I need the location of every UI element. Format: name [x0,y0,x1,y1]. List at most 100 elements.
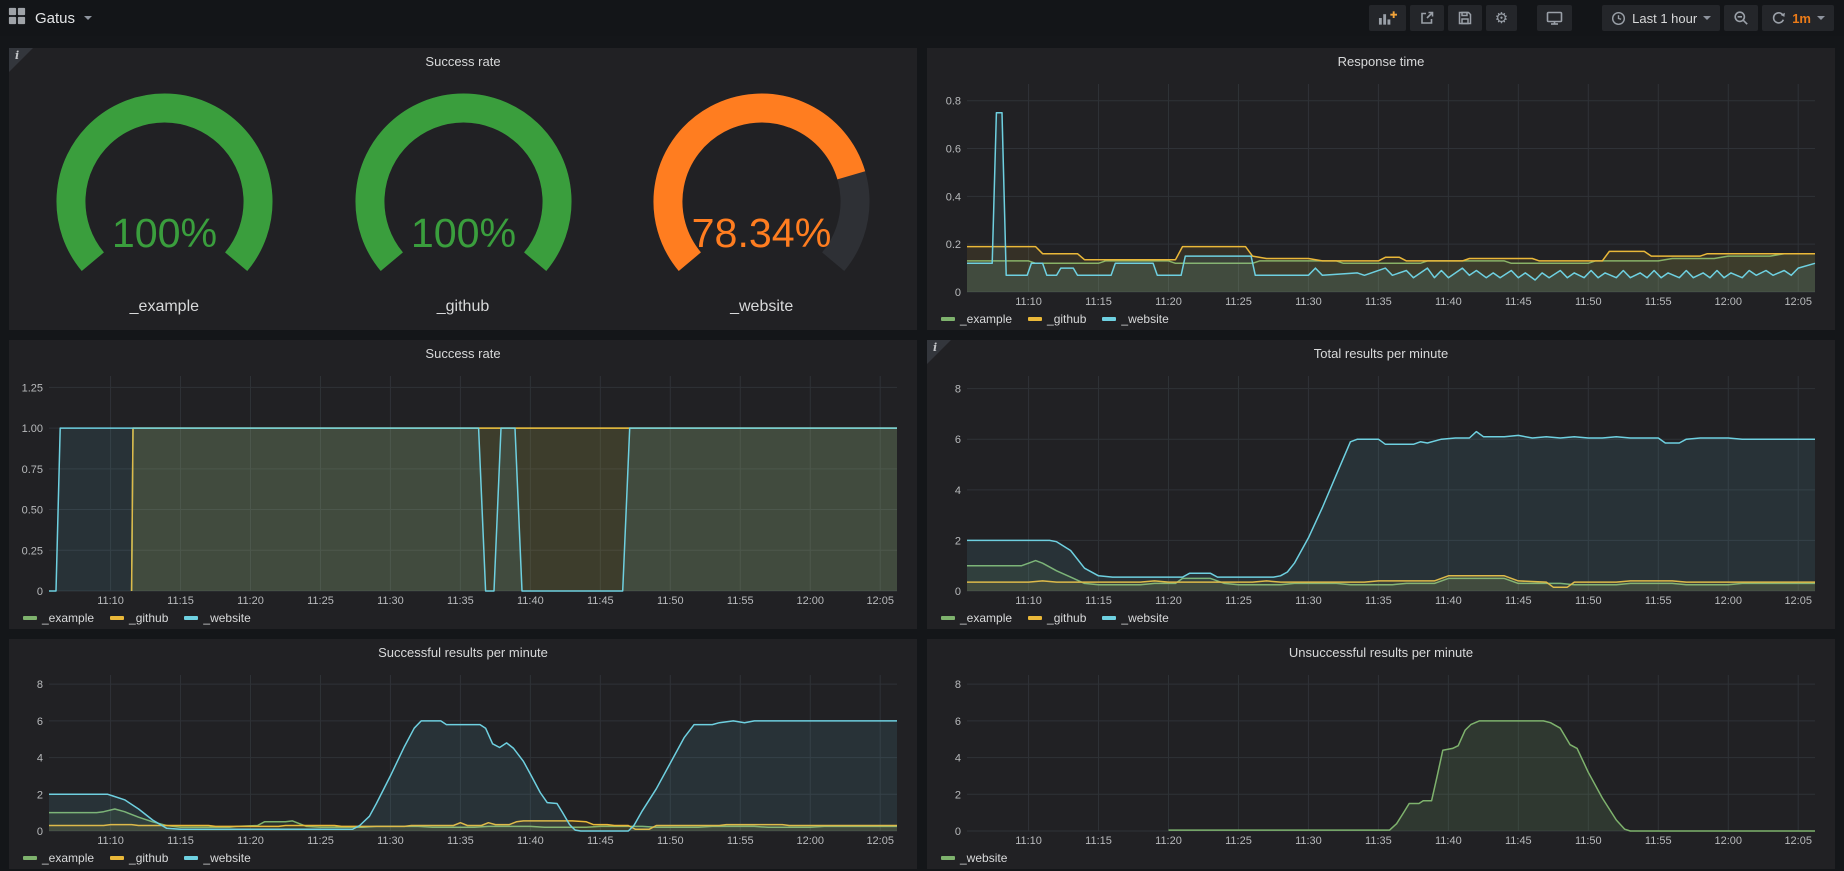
legend-item-_github[interactable]: _github [1028,611,1086,625]
y-tick-label: 8 [37,679,43,691]
x-tick-label: 11:40 [1435,835,1462,847]
x-tick-label: 11:50 [1575,595,1602,607]
add-panel-button[interactable] [1368,5,1406,31]
panel-title[interactable]: Successful results per minute [378,645,548,660]
legend-item-_website[interactable]: _website [1102,312,1169,326]
x-tick-label: 11:50 [657,835,684,847]
x-tick-label: 12:05 [1784,835,1812,847]
dashboard-settings-button[interactable]: ⚙ [1485,5,1518,31]
legend-item-_github[interactable]: _github [110,611,168,625]
save-dashboard-button[interactable] [1447,5,1482,31]
y-tick-label: 0 [955,826,961,838]
chart-canvas: 11:10 11:15 11:20 11:25 11:30 11:35 11:40 11:45… [22,376,898,607]
x-tick-label: 11:15 [1085,595,1112,607]
y-tick-label: 4 [37,753,43,765]
x-tick-label: 11:45 [587,595,614,607]
x-tick-label: 11:30 [1295,296,1322,308]
y-tick-label: 8 [955,679,961,691]
series-line-_github [967,245,1815,262]
y-tick-label: 1.00 [22,423,43,435]
x-tick-label: 12:00 [796,835,824,847]
x-tick-label: 11:25 [1225,296,1252,308]
x-tick-label: 11:30 [377,835,404,847]
time-range-label: Last 1 hour [1632,10,1698,26]
legend-item-_example[interactable]: _example [23,611,94,625]
y-tick-label: 0.75 [22,464,43,476]
series-area-_website [1168,720,1815,831]
x-tick-label: 11:55 [1645,835,1672,847]
series-area-_website [49,720,897,831]
dashboard-title-dropdown[interactable]: Gatus [8,7,93,30]
x-tick-label: 11:55 [1645,595,1672,607]
x-tick-label: 11:20 [1155,296,1182,308]
panel-success-rate-gauges: i Success rate 100% _example 100% _github 78… [9,48,917,330]
top-navbar: Gatus ⚙ [0,0,1844,36]
x-tick-label: 11:35 [447,595,474,607]
zoom-out-icon [1733,10,1749,26]
panel-unsuccessful-results: Unsuccessful results per minute 11:10 11:… [927,639,1835,869]
x-tick-label: 11:10 [1015,835,1042,847]
legend-item-_github[interactable]: _github [110,851,168,865]
chart-unsuccessful-results[interactable]: 11:10 11:15 11:20 11:25 11:30 11:35 11:40 11:45… [933,667,1829,847]
x-tick-label: 11:15 [1085,296,1112,308]
panel-title[interactable]: Total results per minute [1313,346,1449,361]
gauge-_github[interactable]: 100% _github [314,90,613,316]
refresh-interval-label: 1m [1792,10,1811,26]
y-tick-label: 0.4 [946,191,961,203]
add-panel-icon [1378,10,1397,26]
gauge-label: _github [436,298,490,315]
legend-series-name: _github [1047,611,1087,625]
legend-series-color [1102,317,1117,321]
legend-series-name: _example [960,611,1013,625]
x-tick-label: 12:00 [1714,835,1742,847]
legend-item-_example[interactable]: _example [23,851,94,865]
panel-info-corner-icon[interactable] [9,48,33,72]
legend-series-name: _website [203,851,251,865]
panel-title[interactable]: Response time [1337,54,1425,69]
legend-series-color [23,856,37,860]
legend-item-_example[interactable]: _example [941,312,1012,326]
gauge-value: 100% [112,210,217,256]
legend-item-_example[interactable]: _example [941,611,1012,625]
series-line-_website [967,430,1815,578]
legend-series-color [1028,317,1043,321]
x-tick-label: 11:55 [727,595,754,607]
panel-info-corner-icon[interactable] [927,340,951,364]
refresh-picker[interactable]: 1m [1762,5,1834,31]
gauge-_example[interactable]: 100% _example [15,90,314,316]
y-tick-label: 0.8 [946,96,961,108]
panel-success-rate-graph: Success rate 11:10 11:15 11:20 11:25 11:30 11… [9,340,917,629]
chart-successful-results[interactable]: 11:10 11:15 11:20 11:25 11:30 11:35 11:40 11:45… [15,667,911,847]
panel-title[interactable]: Unsuccessful results per minute [1288,645,1474,660]
legend-item-_website[interactable]: _website [941,851,1007,865]
cycle-view-mode-button[interactable] [1537,5,1573,31]
legend-series-color [1028,616,1043,620]
x-tick-label: 11:20 [237,835,264,847]
legend-item-_website[interactable]: _website [1102,611,1169,625]
legend-series-name: _github [1047,312,1087,326]
panel-title[interactable]: Success rate [425,346,501,361]
series-area-_github [967,246,1815,292]
y-tick-label: 0 [955,287,961,299]
legend-item-_website[interactable]: _website [184,611,251,625]
legend-item-_github[interactable]: _github [1028,312,1086,326]
y-tick-label: 1.25 [22,382,43,394]
legend-series-name: _example [42,851,95,865]
gauge-arc: 78.34% [653,93,870,271]
zoom-out-time-button[interactable] [1724,5,1759,31]
share-dashboard-button[interactable] [1409,5,1444,31]
x-tick-label: 11:45 [1505,835,1532,847]
time-range-picker[interactable]: Last 1 hour [1602,5,1721,31]
legend: _example _github _website [15,847,911,869]
panel-title[interactable]: Success rate [425,54,501,69]
save-icon [1457,10,1473,26]
chart-response-time[interactable]: 11:10 11:15 11:20 11:25 11:30 11:35 11:40 11:45… [933,76,1829,308]
legend-series-name: _github [129,611,169,625]
legend-series-name: _example [42,611,95,625]
chart-success-rate[interactable]: 11:10 11:15 11:20 11:25 11:30 11:35 11:40 11:45… [15,368,911,607]
gauge-_website[interactable]: 78.34% _website [612,90,911,316]
chart-total-results[interactable]: 11:10 11:15 11:20 11:25 11:30 11:35 11:40 11:45… [933,368,1829,607]
gauge-label: _website [730,298,794,315]
legend-item-_website[interactable]: _website [184,851,251,865]
series-line-_example [49,808,897,829]
